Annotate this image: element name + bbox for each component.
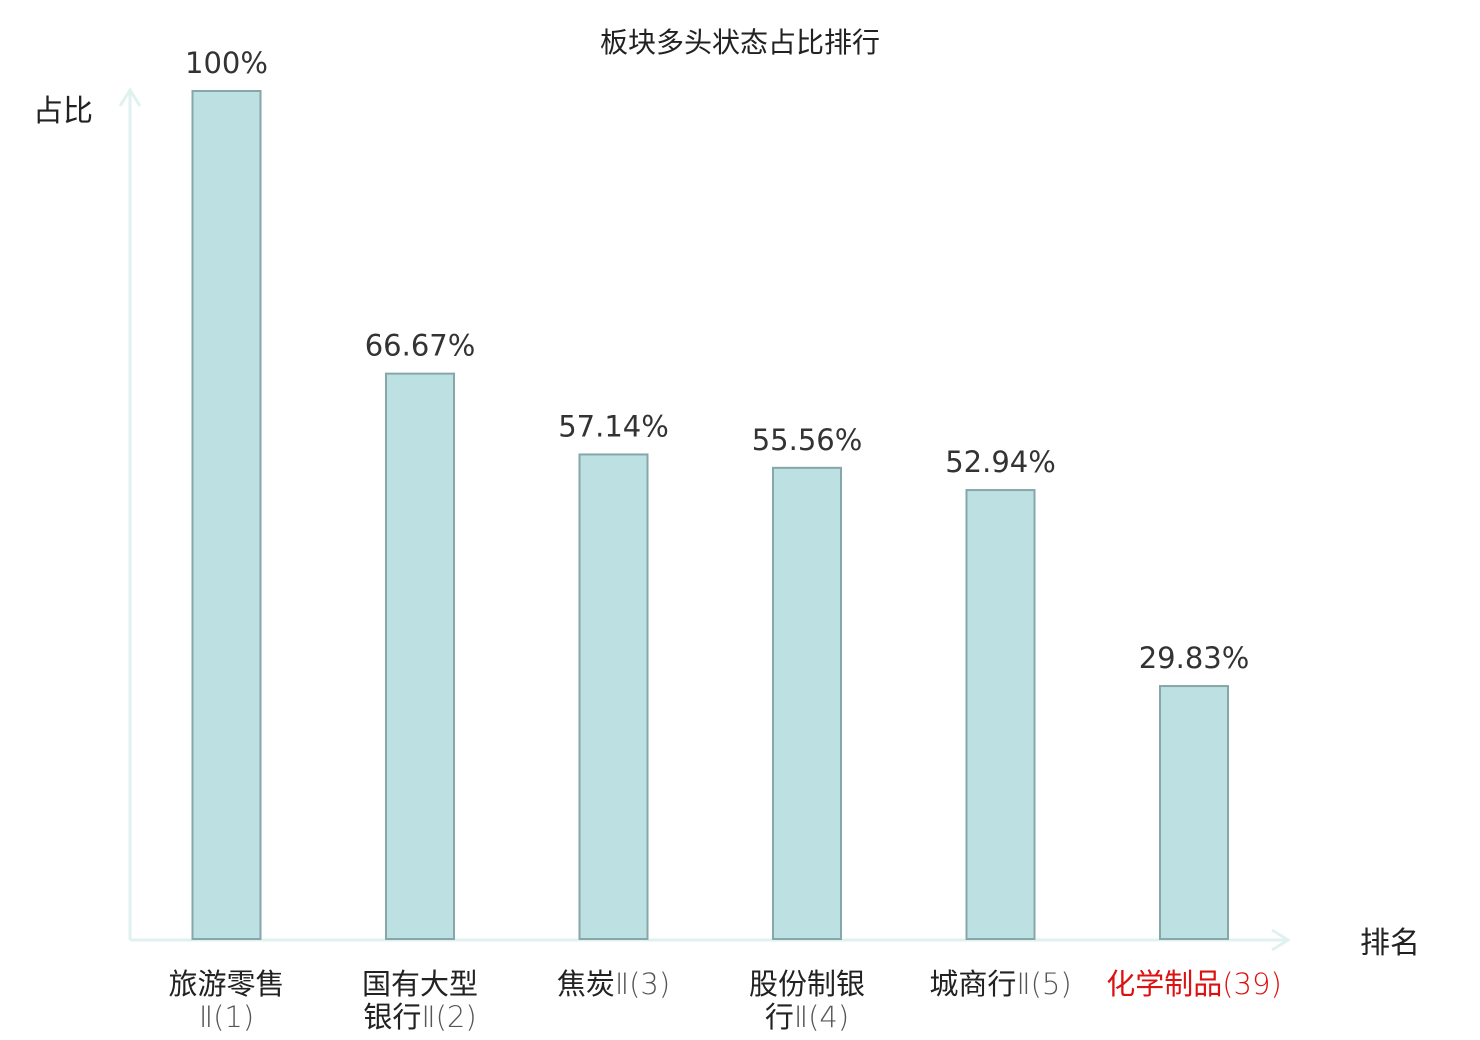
y-axis-title: 占比 — [33, 94, 93, 129]
bar-5 — [965, 489, 1036, 940]
category-label-6: 化学制品(39) — [1106, 967, 1282, 1001]
category-label-5: 城商行Ⅱ(5) — [929, 967, 1071, 1001]
bar-4 — [772, 466, 842, 940]
bar-6 — [1159, 685, 1229, 941]
category-label-2: 国有大型银行Ⅱ(2) — [362, 967, 478, 1034]
value-label-5: 52.94% — [945, 445, 1056, 479]
value-label-2: 66.67% — [365, 329, 476, 363]
bar-1 — [191, 90, 262, 940]
bar-2 — [385, 372, 455, 940]
category-label-4: 股份制银行Ⅱ(4) — [749, 967, 865, 1034]
value-label-3: 57.14% — [558, 409, 669, 443]
category-labels-group: 旅游零售 Ⅱ(1) 国有大型银行Ⅱ(2) 焦炭Ⅱ(3) 股份制银行Ⅱ(4) 城商行Ⅱ(5)… — [168, 967, 1281, 1034]
x-axis-arrow — [1271, 928, 1291, 952]
category-label-3: 焦炭Ⅱ(3) — [557, 967, 670, 1001]
y-axis-arrow — [118, 87, 142, 107]
value-label-6: 29.83% — [1139, 641, 1250, 675]
bars-group — [191, 90, 1229, 941]
chart-title: 板块多头状态占比排行 — [600, 26, 880, 59]
value-labels-group: 100% 66.67% 57.14% 55.56% 52.94% 29.83% — [185, 46, 1249, 675]
value-label-4: 55.56% — [752, 423, 863, 457]
bar-3 — [578, 453, 649, 940]
category-label-1: 旅游零售 Ⅱ(1) — [168, 967, 284, 1034]
axes — [118, 87, 1291, 952]
value-label-1: 100% — [185, 46, 268, 80]
x-axis-title: 排名 — [1360, 926, 1420, 961]
